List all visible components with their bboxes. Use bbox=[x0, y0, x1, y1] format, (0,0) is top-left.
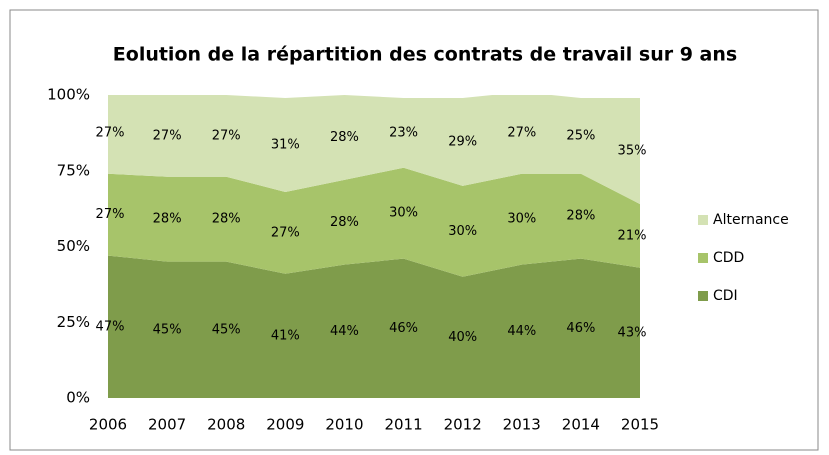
data-label: 46% bbox=[566, 321, 595, 336]
data-label: 28% bbox=[566, 209, 595, 224]
data-label: 25% bbox=[566, 128, 595, 143]
data-label: 44% bbox=[330, 324, 359, 339]
y-tick-label: 50% bbox=[57, 237, 90, 255]
x-tick-label: 2012 bbox=[444, 416, 482, 434]
legend-label: CDI bbox=[713, 288, 738, 304]
area bbox=[108, 255, 640, 398]
data-label: 30% bbox=[507, 212, 536, 227]
data-label: 47% bbox=[96, 319, 125, 334]
y-tick-label: 25% bbox=[57, 313, 90, 331]
data-label: 31% bbox=[271, 137, 300, 152]
data-label: 28% bbox=[330, 215, 359, 230]
y-tick-label: 100% bbox=[47, 86, 90, 104]
data-label: 27% bbox=[212, 128, 241, 143]
data-label: 44% bbox=[507, 324, 536, 339]
data-label: 28% bbox=[212, 212, 241, 227]
data-label: 28% bbox=[330, 130, 359, 145]
data-label: 27% bbox=[96, 125, 125, 140]
x-tick-label: 2010 bbox=[325, 416, 363, 434]
data-label: 29% bbox=[448, 134, 477, 149]
x-tick-label: 2006 bbox=[89, 416, 127, 434]
y-tick-label: 0% bbox=[66, 389, 90, 407]
data-label: 27% bbox=[153, 128, 182, 143]
data-label: 28% bbox=[153, 212, 182, 227]
data-label: 41% bbox=[271, 328, 300, 343]
legend-swatch bbox=[698, 253, 708, 263]
chart-title: Eolution de la répartition des contrats … bbox=[113, 44, 737, 66]
legend-label: Alternance bbox=[713, 212, 789, 228]
data-label: 30% bbox=[448, 224, 477, 239]
data-label: 30% bbox=[389, 206, 418, 221]
x-tick-label: 2007 bbox=[148, 416, 186, 434]
data-label: 45% bbox=[212, 322, 241, 337]
area bbox=[108, 167, 640, 277]
data-label: 35% bbox=[618, 144, 647, 159]
data-label: 45% bbox=[153, 322, 182, 337]
x-tick-label: 2011 bbox=[384, 416, 422, 434]
legend-swatch bbox=[698, 215, 708, 225]
x-tick-label: 2008 bbox=[207, 416, 245, 434]
data-label: 27% bbox=[271, 225, 300, 240]
data-label: 43% bbox=[618, 325, 647, 340]
legend-label: CDD bbox=[713, 250, 744, 266]
legend-swatch bbox=[698, 291, 708, 301]
y-tick-label: 75% bbox=[57, 161, 90, 179]
x-tick-label: 2014 bbox=[562, 416, 600, 434]
x-tick-label: 2009 bbox=[266, 416, 304, 434]
area bbox=[108, 95, 640, 205]
data-label: 27% bbox=[96, 207, 125, 222]
x-tick-label: 2013 bbox=[503, 416, 541, 434]
data-label: 46% bbox=[389, 321, 418, 336]
data-label: 27% bbox=[507, 125, 536, 140]
data-label: 23% bbox=[389, 125, 418, 140]
x-tick-label: 2015 bbox=[621, 416, 659, 434]
data-label: 40% bbox=[448, 330, 477, 345]
data-label: 21% bbox=[618, 228, 647, 243]
